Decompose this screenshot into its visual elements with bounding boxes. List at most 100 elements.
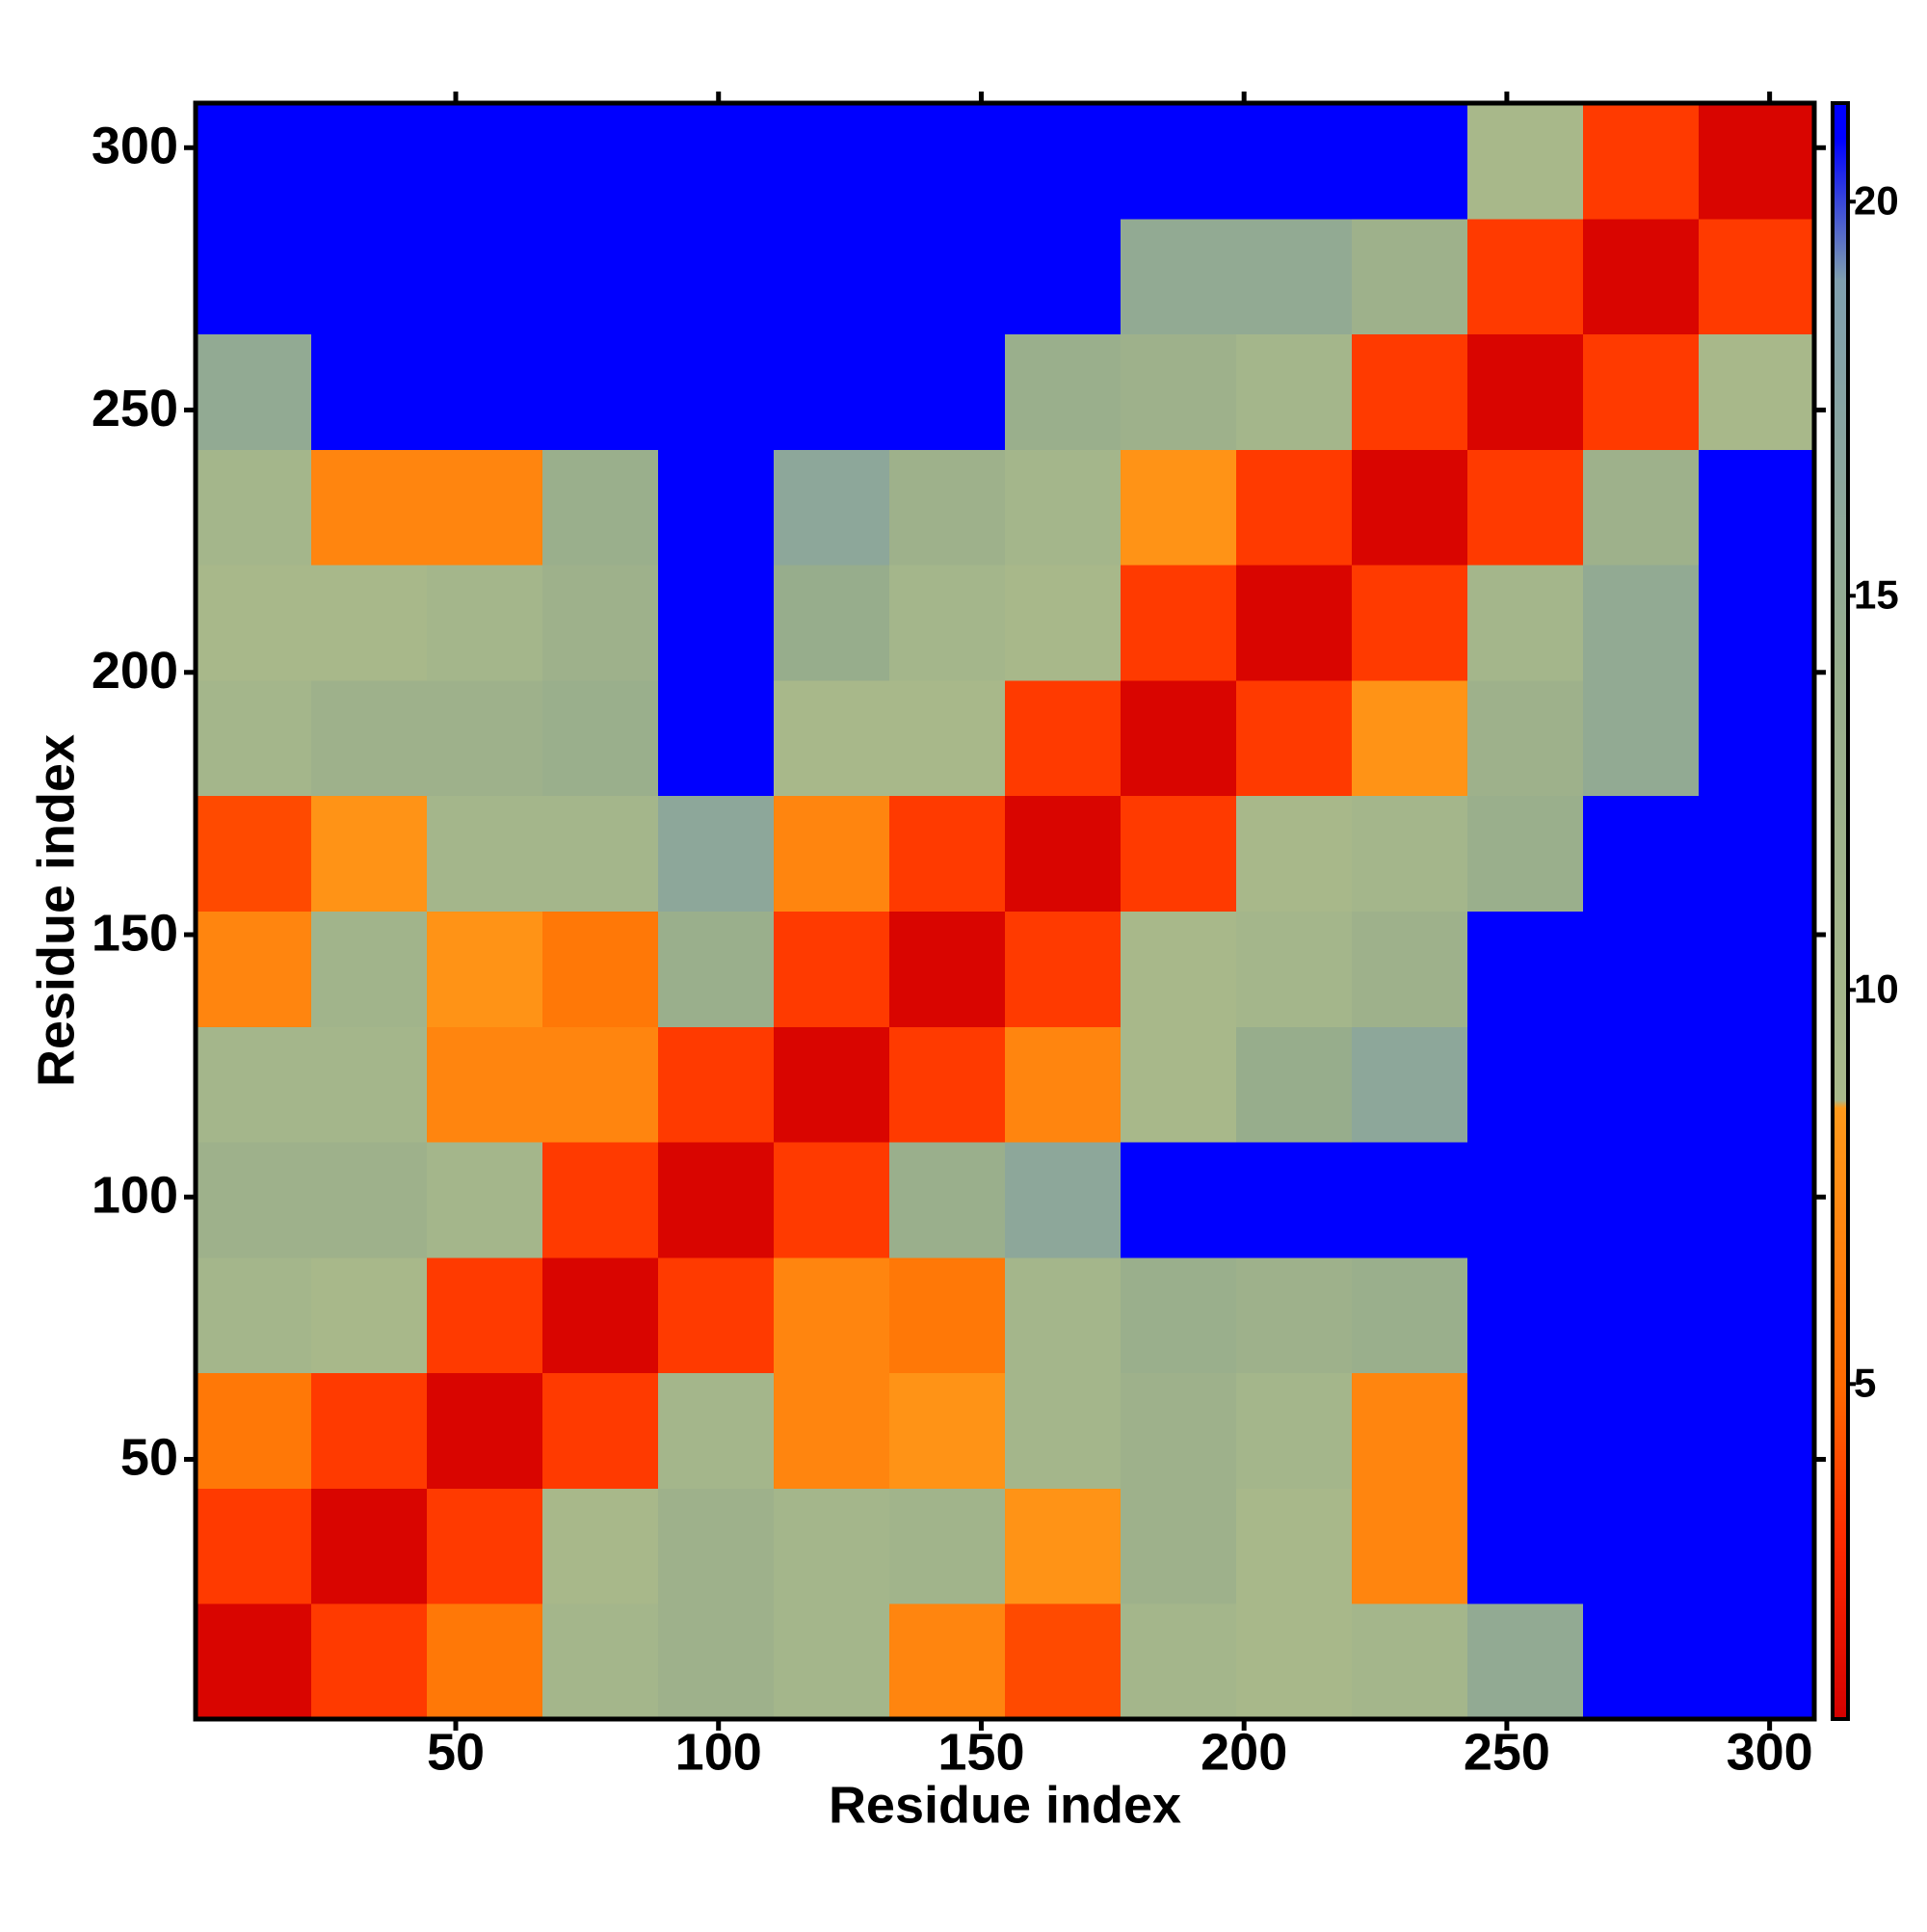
heatmap-cell <box>1121 565 1237 681</box>
heatmap-cell <box>196 1603 312 1720</box>
heatmap-cell <box>774 1603 890 1720</box>
heatmap-cell <box>311 218 428 335</box>
heatmap-cell <box>1699 795 1815 912</box>
heatmap-cell <box>1352 565 1468 681</box>
heatmap-cell <box>427 1488 543 1604</box>
x-tick-label: 100 <box>675 1723 762 1781</box>
heatmap-cell <box>1352 218 1468 335</box>
heatmap-cell <box>774 218 890 335</box>
heatmap-cell <box>1005 1488 1122 1604</box>
heatmap-cell <box>1467 1372 1584 1489</box>
heatmap-cell <box>658 1026 775 1143</box>
heatmap-cell <box>1236 1488 1353 1604</box>
heatmap-cell <box>1352 1257 1468 1374</box>
heatmap-cell <box>1121 1372 1237 1489</box>
heatmap-cell <box>889 218 1006 335</box>
heatmap-cell <box>196 449 312 566</box>
heatmap-cell <box>889 1603 1006 1720</box>
heatmap-cell <box>1583 1257 1700 1374</box>
heatmap-cell <box>658 333 775 450</box>
heatmap-cell <box>1699 1372 1815 1489</box>
heatmap-cell <box>1005 911 1122 1027</box>
heatmap-cell <box>1699 1603 1815 1720</box>
heatmap-cell <box>427 333 543 450</box>
heatmap-cell <box>1352 1026 1468 1143</box>
heatmap-cell <box>889 1488 1006 1604</box>
heatmap-cell <box>1121 218 1237 335</box>
heatmap-cell <box>1005 333 1122 450</box>
heatmap-cell <box>427 1372 543 1489</box>
heatmap-cell <box>1699 679 1815 797</box>
heatmap-cell <box>1352 1142 1468 1258</box>
heatmap-cell <box>1352 449 1468 566</box>
heatmap-cell <box>889 1026 1006 1143</box>
heatmap-cell <box>1467 449 1584 566</box>
heatmap-cell <box>1005 1142 1122 1258</box>
heatmap-cell <box>427 1142 543 1258</box>
heatmap-cell <box>311 103 428 220</box>
heatmap-cell <box>1699 449 1815 566</box>
heatmap-cell <box>311 795 428 912</box>
heatmap-cell <box>1583 911 1700 1027</box>
heatmap-cell <box>1236 1603 1353 1720</box>
heatmap-cell <box>1467 103 1584 220</box>
heatmap-cell <box>427 218 543 335</box>
heatmap-cell <box>889 1372 1006 1489</box>
heatmap-cell <box>658 679 775 797</box>
heatmap-cell <box>311 1488 428 1604</box>
heatmap-cell <box>311 1257 428 1374</box>
heatmap-cell <box>542 103 659 220</box>
heatmap-cell <box>889 679 1006 797</box>
heatmap-cell <box>1121 449 1237 566</box>
heatmap-cell <box>774 565 890 681</box>
x-tick-label: 200 <box>1201 1723 1287 1781</box>
heatmap-cell <box>1005 1026 1122 1143</box>
heatmap-cell <box>1352 911 1468 1027</box>
heatmap-cell <box>774 1142 890 1258</box>
heatmap-cell <box>774 911 890 1027</box>
heatmap-cell <box>1121 679 1237 797</box>
heatmap-cell <box>427 565 543 681</box>
heatmap-cell <box>658 795 775 912</box>
heatmap-cell <box>196 565 312 681</box>
heatmap-cell <box>1583 1372 1700 1489</box>
heatmap-cell <box>1005 795 1122 912</box>
y-tick-label: 200 <box>92 642 178 700</box>
heatmap-cell <box>1699 565 1815 681</box>
heatmap-cell <box>542 1142 659 1258</box>
heatmap-cell <box>1005 218 1122 335</box>
heatmap-cell <box>1121 1603 1237 1720</box>
heatmap-cell <box>1467 1488 1584 1604</box>
heatmap-cell <box>1467 218 1584 335</box>
heatmap-cell <box>1352 1372 1468 1489</box>
heatmap-cell <box>427 103 543 220</box>
heatmap-cell <box>1005 449 1122 566</box>
heatmap-cell <box>1236 218 1353 335</box>
heatmap-cell <box>1699 1488 1815 1604</box>
heatmap-cell <box>1236 565 1353 681</box>
heatmap-cell <box>1236 449 1353 566</box>
heatmap-cell <box>1352 1603 1468 1720</box>
heatmap-cell <box>1467 1026 1584 1143</box>
heatmap-cell <box>1005 679 1122 797</box>
heatmap-cell <box>658 449 775 566</box>
heatmap-cell <box>311 1603 428 1720</box>
plot-frame <box>193 100 1817 1722</box>
heatmap-cell <box>658 565 775 681</box>
heatmap-cell <box>196 1372 312 1489</box>
heatmap-cell <box>542 449 659 566</box>
heatmap-cell <box>427 449 543 566</box>
heatmap-cell <box>1699 1142 1815 1258</box>
heatmap-cell <box>311 565 428 681</box>
heatmap-cell <box>542 1257 659 1374</box>
y-tick-label: 150 <box>92 904 178 962</box>
x-axis-title: Residue index <box>829 1776 1181 1834</box>
heatmap-cell <box>1467 565 1584 681</box>
y-axis-title: Residue index <box>27 734 85 1087</box>
heatmap-cell <box>774 679 890 797</box>
heatmap-cell <box>889 333 1006 450</box>
y-tick-label: 100 <box>92 1167 178 1225</box>
heatmap-cell <box>774 1026 890 1143</box>
axes: 50 100 150 200 250 300 50 100 150 200 250 300 5 10 15 2… <box>92 92 1899 1781</box>
heatmap-cell <box>658 218 775 335</box>
